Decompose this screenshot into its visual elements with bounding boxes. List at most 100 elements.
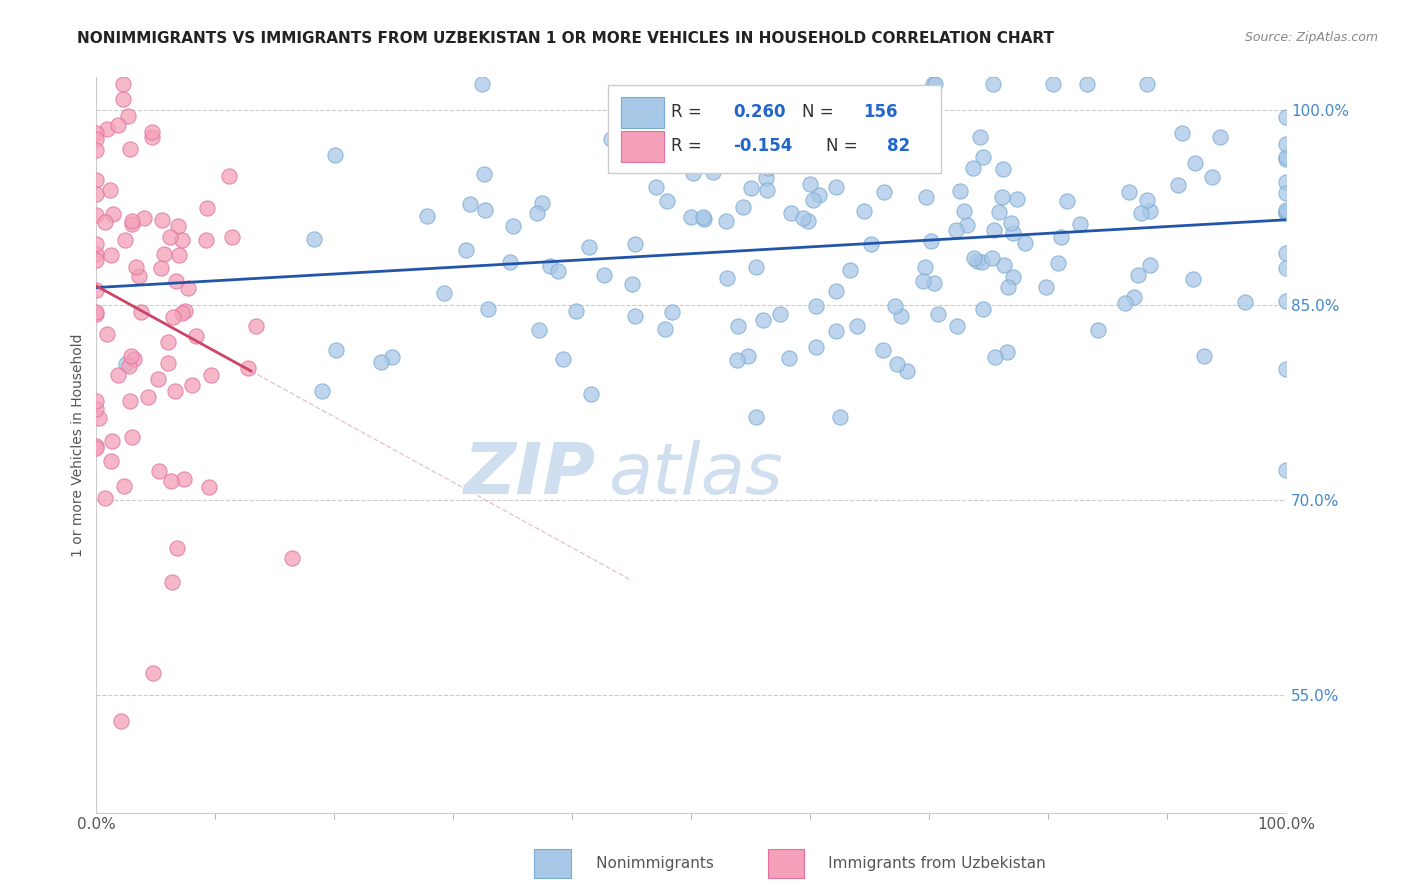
Point (370, 355, 392, 369)
Point (1275, 206, 1298, 220)
Point (160, 475, 183, 489)
Point (1275, 204, 1298, 219)
Point (103, 207, 125, 221)
Point (477, 301, 499, 316)
Point (685, 111, 707, 125)
Point (997, 344, 1019, 359)
Point (1234, 294, 1257, 309)
Point (195, 201, 218, 215)
Point (745, 260, 768, 274)
Point (153, 246, 176, 260)
Point (1014, 235, 1036, 250)
Point (107, 119, 129, 133)
Point (474, 203, 496, 218)
Point (1275, 463, 1298, 477)
Point (725, 353, 748, 368)
Point (94, 491, 117, 505)
Point (1118, 186, 1140, 200)
Point (128, 268, 150, 283)
Point (756, 183, 779, 197)
Point (551, 352, 574, 367)
Point (86, 209, 108, 223)
Point (953, 203, 976, 218)
Point (983, 77, 1005, 91)
Point (86, 253, 108, 268)
Point (1122, 290, 1144, 304)
Point (1275, 186, 1298, 200)
Point (1001, 270, 1024, 285)
Point (756, 161, 779, 176)
Point (769, 307, 792, 321)
Point (167, 219, 190, 233)
Point (1069, 218, 1091, 232)
Point (323, 148, 346, 162)
FancyBboxPatch shape (621, 131, 664, 162)
Point (86, 284, 108, 298)
Point (797, 213, 820, 227)
Point (837, 126, 859, 140)
Point (1076, 77, 1098, 91)
Point (920, 234, 942, 248)
Point (624, 309, 647, 323)
Point (181, 377, 204, 392)
Point (716, 271, 738, 285)
Point (86, 173, 108, 187)
Point (118, 359, 141, 373)
Point (86, 131, 108, 145)
Point (620, 277, 643, 291)
Point (883, 299, 905, 313)
Point (112, 77, 135, 91)
Point (124, 351, 146, 366)
Point (693, 212, 716, 227)
Point (824, 324, 846, 338)
Point (200, 368, 222, 382)
Text: Immigrants from Uzbekistan: Immigrants from Uzbekistan (794, 856, 1046, 871)
Point (949, 184, 972, 198)
Point (927, 307, 949, 321)
Point (744, 410, 766, 425)
Point (966, 254, 988, 268)
Point (148, 372, 170, 386)
Point (150, 261, 173, 276)
Point (129, 305, 152, 319)
Point (121, 213, 143, 227)
Point (454, 243, 477, 257)
Point (86, 126, 108, 140)
Point (121, 430, 143, 444)
Point (914, 190, 936, 204)
Point (681, 210, 703, 224)
Point (107, 368, 129, 383)
Point (1129, 206, 1152, 220)
Point (96, 121, 118, 136)
Point (716, 214, 738, 228)
Point (755, 171, 778, 186)
Point (245, 318, 267, 333)
Point (96, 327, 118, 342)
Point (778, 351, 800, 366)
Point (1171, 127, 1194, 141)
Point (682, 165, 704, 179)
Point (141, 124, 163, 138)
Point (1087, 323, 1109, 337)
Point (100, 454, 122, 468)
Point (801, 193, 824, 207)
Point (1275, 293, 1298, 308)
Point (547, 264, 569, 278)
Point (740, 181, 762, 195)
Point (1035, 280, 1057, 294)
Point (1167, 178, 1189, 193)
Point (86, 402, 108, 417)
Point (86, 441, 108, 455)
Point (733, 201, 755, 215)
Point (416, 209, 439, 223)
Point (946, 319, 969, 334)
Point (727, 318, 749, 333)
Point (993, 258, 1015, 272)
Text: 156: 156 (863, 103, 898, 121)
Point (970, 254, 993, 268)
Point (1275, 175, 1298, 189)
Point (86, 247, 108, 261)
Point (963, 251, 986, 265)
Text: N =: N = (825, 136, 862, 155)
Point (141, 130, 163, 145)
